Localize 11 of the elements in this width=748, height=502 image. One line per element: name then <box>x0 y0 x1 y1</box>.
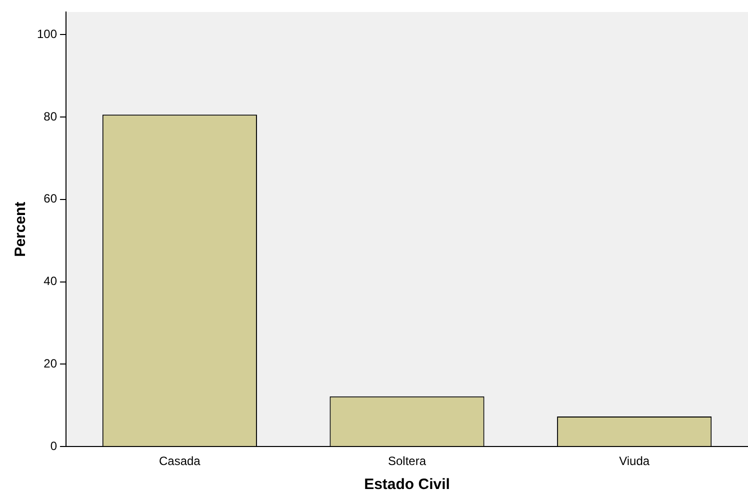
y-tick-label: 0 <box>50 438 58 453</box>
x-tick-label: Casada <box>158 454 201 468</box>
y-tick-label: 100 <box>36 26 58 41</box>
y-axis-title: Percent <box>12 202 30 257</box>
x-tick-label: Viuda <box>619 454 650 468</box>
x-tick-label: Soltera <box>388 454 426 468</box>
y-tick-label: 40 <box>44 274 58 288</box>
y-tick-label: 80 <box>44 109 58 124</box>
y-tick-label: 20 <box>44 356 58 371</box>
x-axis-title: Estado Civil <box>364 476 450 494</box>
y-tick-label: 60 <box>44 192 58 206</box>
